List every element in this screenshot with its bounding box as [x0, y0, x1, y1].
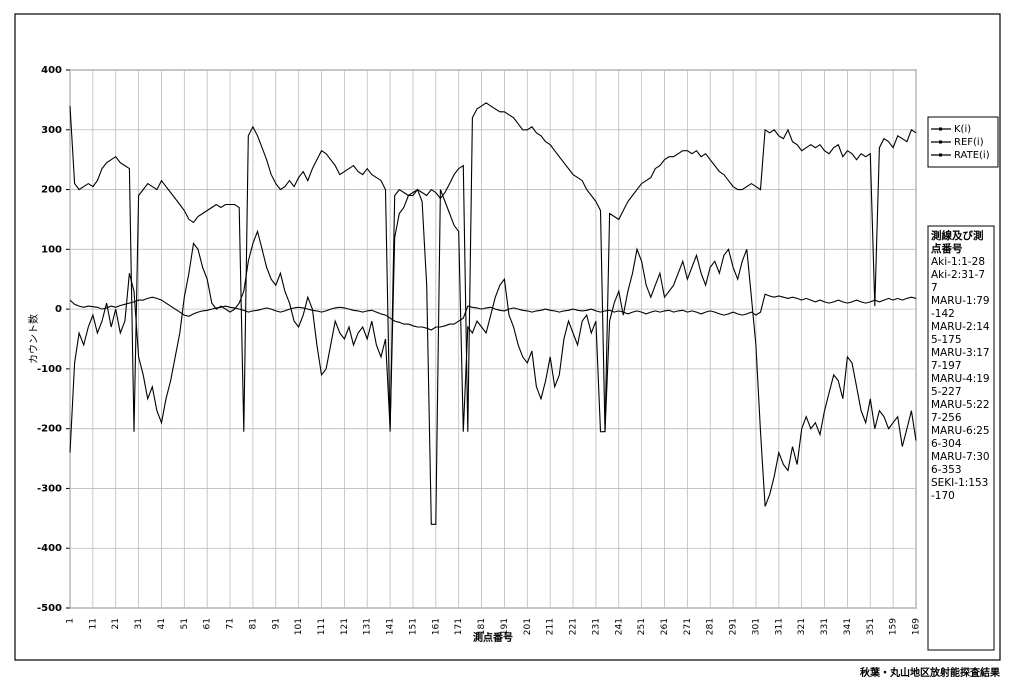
- plot-area: [69, 69, 917, 609]
- x-tick-label: 211: [546, 618, 556, 635]
- notes-title: 測線及び測点番号: [931, 230, 984, 255]
- notes-line: MARU-7:306-353: [931, 451, 990, 476]
- y-tick-label: 200: [41, 185, 62, 196]
- notes-line: MARU-5:227-256: [931, 399, 990, 424]
- x-tick-label: 321: [797, 618, 807, 635]
- x-tick-label: 101: [294, 618, 304, 635]
- x-tick-label: 71: [226, 618, 236, 629]
- notes-line: MARU-4:195-227: [931, 373, 990, 398]
- x-tick-label: 159: [889, 618, 899, 635]
- y-tick-label: 400: [41, 65, 62, 76]
- notes-line: MARU-3:177-197: [931, 347, 990, 372]
- notes-line: MARU-2:145-175: [931, 321, 990, 346]
- y-tick-label: -200: [37, 424, 62, 435]
- y-tick-label: 0: [55, 304, 62, 315]
- caption: 秋葉・丸山地区放射能探査結果: [860, 668, 1000, 679]
- x-tick-label: 331: [820, 618, 830, 635]
- notes-line: MARU-1:79-142: [931, 295, 990, 320]
- y-tick-label: 100: [41, 244, 62, 255]
- legend-label: RATE(i): [954, 150, 990, 161]
- x-tick-label: 301: [751, 618, 761, 635]
- legend-label: REF(i): [954, 137, 984, 148]
- x-tick-label: 111: [317, 618, 327, 635]
- y-tick-label: -100: [37, 364, 62, 375]
- x-tick-label: 141: [386, 618, 396, 635]
- x-tick-label: 121: [340, 618, 350, 635]
- y-tick-label: 300: [41, 125, 62, 136]
- x-tick-label: 251: [637, 618, 647, 635]
- x-tick-label: 21: [111, 618, 121, 629]
- x-tick-label: 161: [431, 618, 441, 635]
- legend-marker-dot: [939, 153, 942, 157]
- y-tick-label: -400: [37, 543, 62, 554]
- x-tick-label: 11: [88, 618, 98, 629]
- y-axis-label: カウント数: [27, 314, 40, 364]
- x-tick-label: 171: [454, 618, 464, 635]
- x-tick-label: 261: [660, 618, 670, 635]
- x-tick-label: 221: [569, 618, 579, 635]
- x-tick-label: 181: [477, 618, 487, 635]
- outer-frame: [14, 13, 1001, 661]
- x-tick-label: 151: [408, 618, 418, 635]
- x-tick-label: 61: [203, 618, 213, 629]
- x-tick-label: 31: [134, 618, 144, 629]
- x-tick-label: 241: [614, 618, 624, 635]
- y-tick-label: -500: [37, 603, 62, 614]
- x-tick-label: 191: [500, 618, 510, 635]
- notes: 測線及び測点番号 Aki-1:1-28 Aki-2:31-77 MARU-1:79-…: [931, 230, 991, 503]
- x-tick-label: 291: [729, 618, 739, 635]
- notes-line: Aki-1:1-28: [931, 256, 986, 268]
- series-line: [69, 188, 917, 525]
- x-tick-label: 201: [523, 618, 533, 635]
- x-tick-label: 231: [591, 618, 601, 635]
- notes-line: MARU-6:256-304: [931, 425, 990, 450]
- legend-label: K(i): [954, 124, 971, 135]
- notes-line: Aki-2:31-77: [931, 269, 986, 294]
- x-tick-label: 51: [180, 618, 190, 629]
- y-tick-label: -300: [37, 483, 62, 494]
- x-tick-label: 1: [66, 618, 76, 624]
- x-tick-label: 81: [248, 618, 258, 629]
- x-tick-label: 41: [157, 618, 167, 629]
- legend-marker-dot: [939, 140, 942, 144]
- x-tick-label: 271: [683, 618, 693, 635]
- series-line: [69, 293, 917, 331]
- x-axis-label: 測点番号: [473, 631, 513, 644]
- legend-marker-dot: [939, 127, 942, 131]
- x-tick-label: 169: [912, 618, 922, 635]
- notes-box: [927, 225, 995, 651]
- series-line: [69, 102, 917, 432]
- x-tick-label: 281: [706, 618, 716, 635]
- notes-line: SEKI-1:153-170: [931, 477, 989, 502]
- x-tick-label: 341: [843, 618, 853, 635]
- x-tick-label: 131: [363, 618, 373, 635]
- x-tick-label: 351: [866, 618, 876, 635]
- x-tick-label: 91: [271, 618, 281, 629]
- x-tick-label: 311: [774, 618, 784, 635]
